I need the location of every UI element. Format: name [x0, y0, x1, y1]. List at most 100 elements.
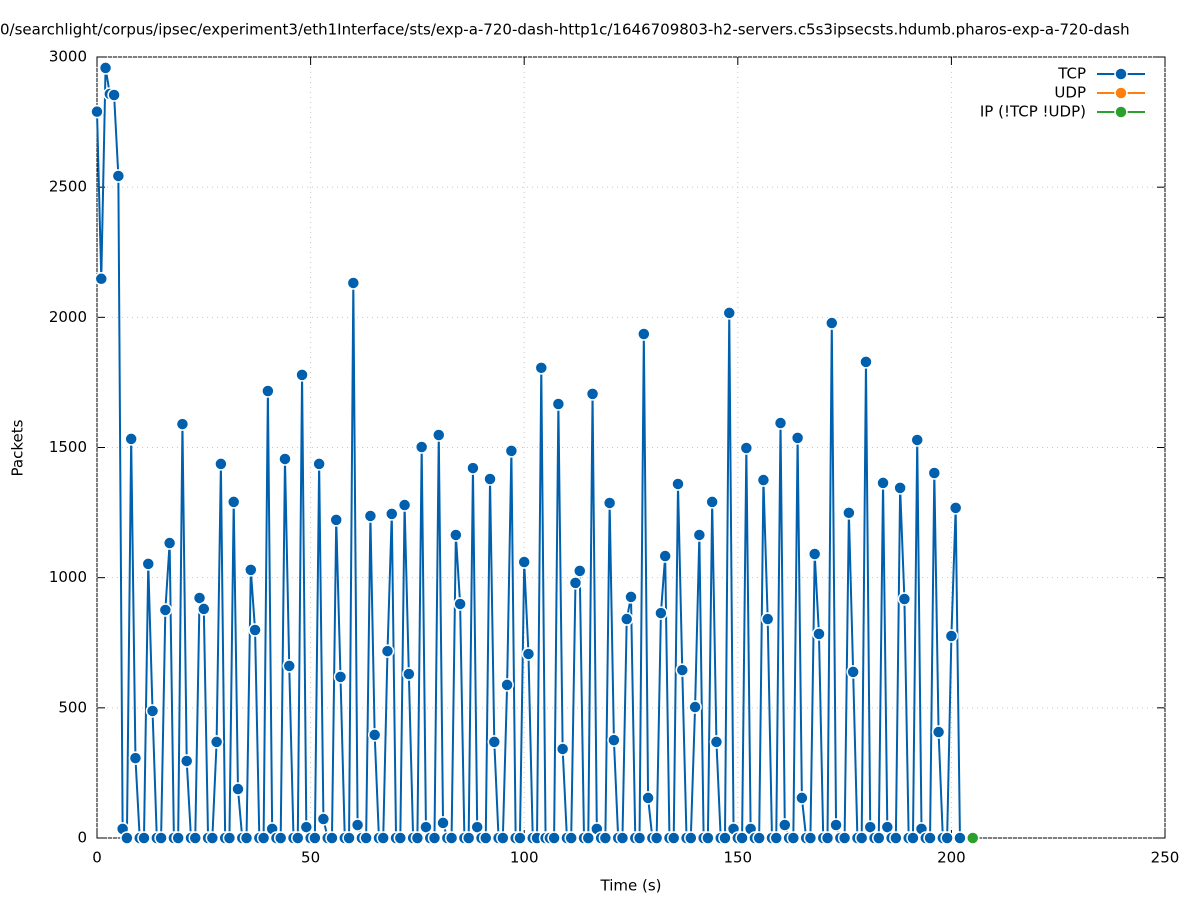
x-tick-label: 200: [937, 849, 966, 867]
data-point: [385, 507, 399, 521]
data-point: [107, 88, 121, 102]
data-point: [90, 104, 104, 119]
data-point: [261, 384, 275, 398]
data-point: [688, 700, 702, 714]
data-point: [705, 495, 719, 509]
data-point: [410, 831, 425, 845]
data-point: [359, 831, 373, 845]
data-point: [363, 509, 378, 523]
data-point: [564, 831, 578, 845]
data-point: [773, 416, 788, 430]
data-point: [931, 725, 946, 739]
data-point: [427, 831, 442, 845]
data-point: [684, 831, 698, 845]
x-tick-label: 250: [1151, 849, 1180, 867]
data-point: [449, 528, 463, 542]
data-point: [872, 831, 886, 845]
data-point: [346, 276, 361, 290]
data-point: [162, 536, 177, 550]
x-tick-label: 0: [92, 849, 102, 867]
data-point: [769, 831, 783, 845]
data-point: [444, 831, 459, 845]
data-point: [248, 623, 262, 637]
data-point: [432, 428, 446, 442]
data-point: [953, 831, 967, 845]
data-point: [820, 831, 835, 845]
data-point: [658, 549, 672, 563]
data-point: [846, 665, 860, 679]
data-point: [312, 457, 326, 471]
data-point: [461, 831, 476, 845]
data-point: [214, 457, 228, 471]
data-point: [171, 831, 185, 845]
y-tick-label: 0: [77, 829, 87, 847]
data-point: [500, 678, 514, 692]
data-point: [829, 818, 843, 832]
data-point: [735, 831, 749, 845]
data-point: [380, 644, 395, 658]
data-point: [739, 441, 754, 455]
data-point: [722, 306, 737, 320]
data-point: [581, 831, 596, 845]
data-point: [496, 831, 510, 845]
data-point: [944, 629, 959, 643]
data-point: [342, 831, 356, 845]
data-point: [402, 667, 416, 681]
data-point: [795, 791, 809, 805]
data-point: [179, 754, 194, 768]
data-point: [436, 816, 450, 830]
chart-title: 0/searchlight/corpus/ipsec/experiment3/e…: [0, 21, 1130, 39]
data-point: [414, 440, 429, 454]
data-point: [675, 663, 690, 677]
data-point: [483, 472, 497, 486]
data-point: [709, 735, 724, 749]
data-point: [756, 473, 771, 487]
data-point: [239, 831, 254, 845]
data-point: [551, 397, 566, 411]
data-point: [111, 169, 126, 183]
y-tick-label: 500: [58, 698, 87, 716]
data-point: [521, 647, 536, 661]
data-point: [479, 831, 493, 845]
data-point: [504, 444, 519, 458]
data-point: [624, 590, 638, 604]
data-point: [393, 831, 408, 845]
x-tick-label: 50: [301, 849, 320, 867]
data-point: [205, 831, 220, 845]
data-point: [897, 592, 912, 606]
data-point: [367, 728, 382, 742]
y-axis-label: Packets: [9, 419, 27, 476]
data-point: [98, 61, 113, 75]
data-point: [923, 831, 937, 845]
data-point: [910, 433, 924, 447]
data-point: [376, 831, 390, 845]
data-point: [893, 481, 907, 495]
data-point: [598, 831, 613, 845]
data-point: [876, 476, 890, 490]
data-point: [141, 557, 156, 571]
data-point: [329, 513, 343, 527]
data-point: [927, 466, 942, 480]
data-point: [701, 831, 715, 845]
data-point: [812, 627, 826, 641]
data-point: [226, 495, 241, 509]
data-point: [273, 831, 288, 845]
data-point: [842, 506, 856, 520]
data-point: [837, 831, 852, 845]
data-point: [966, 831, 980, 845]
y-tick-label: 3000: [49, 48, 87, 66]
data-point: [256, 831, 271, 845]
data-point: [666, 831, 681, 845]
legend-label: IP (!TCP !UDP): [980, 103, 1086, 121]
data-point: [316, 812, 331, 826]
data-point: [333, 670, 348, 684]
data-point: [188, 831, 203, 845]
data-point: [825, 316, 839, 330]
data-point: [94, 272, 109, 286]
data-point: [534, 361, 549, 375]
data-point: [649, 831, 664, 845]
data-point: [671, 477, 685, 491]
data-point: [602, 496, 617, 510]
y-tick-label: 2500: [49, 178, 87, 196]
